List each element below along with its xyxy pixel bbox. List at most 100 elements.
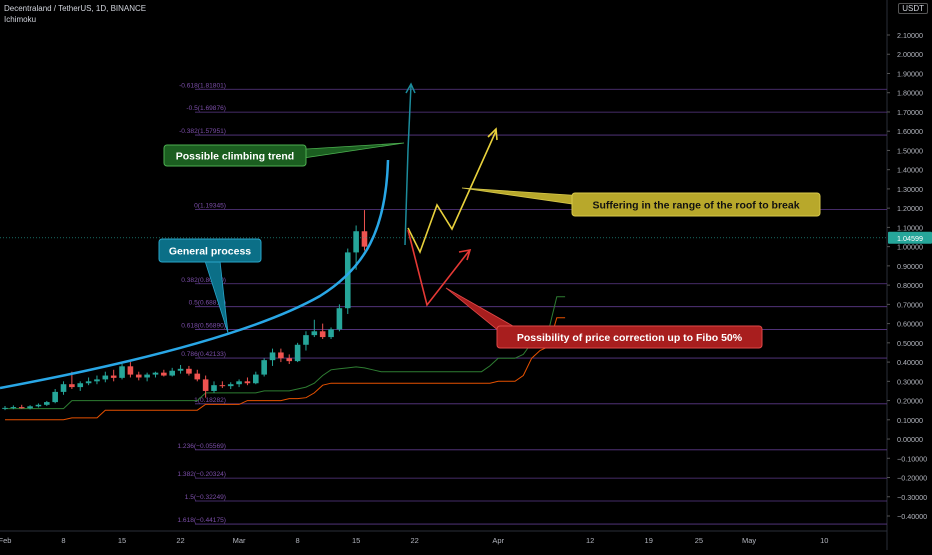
- candle-body: [10, 407, 17, 409]
- price-tick-label: 1.20000: [897, 204, 923, 213]
- candle-body: [328, 329, 334, 338]
- symbol-title: Decentraland / TetherUS, 1D, BINANCE: [4, 4, 147, 13]
- price-tick-label: −0.20000: [897, 474, 927, 483]
- price-tick-label: 1.00000: [897, 243, 923, 252]
- fib-level-label: 0.5(0.68815): [189, 300, 226, 307]
- candle-body: [18, 407, 25, 409]
- candle-body: [169, 370, 175, 376]
- price-tick-label: 0.00000: [897, 435, 923, 444]
- candle-body: [177, 368, 184, 371]
- candle-body: [336, 308, 343, 330]
- time-tick-label: Mar: [233, 536, 246, 545]
- time-tick-label: May: [742, 536, 756, 545]
- candle-body: [294, 344, 301, 362]
- general-process-curve: [0, 159, 390, 390]
- fib-level-label: 0.382(0.80740): [181, 277, 226, 284]
- fib-level-label: 1.382(−0.20324): [177, 471, 226, 478]
- candle-body: [194, 373, 201, 380]
- price-tick-label: 1.10000: [897, 223, 923, 232]
- fib-level-label: 1.236(−0.05569): [177, 443, 226, 450]
- fib-level-label: 0(1.19345): [194, 203, 226, 210]
- time-tick-label: 19: [645, 536, 653, 545]
- candle-body: [69, 384, 75, 388]
- fib-level-label: 0.786(0.42133): [181, 351, 226, 358]
- price-axis-panel: [887, 0, 932, 550]
- candle-body: [303, 335, 309, 345]
- candle-body: [269, 352, 276, 361]
- price-tick-label: 0.20000: [897, 397, 923, 406]
- annotation-roof-range-text: Suffering in the range of the roof to br…: [592, 200, 799, 212]
- price-tick-label: 0.90000: [897, 262, 923, 271]
- candle-body: [44, 402, 50, 405]
- correction-arrow-head: [458, 248, 472, 261]
- time-tick-label: 22: [176, 536, 184, 545]
- indicator-label[interactable]: Ichimoku: [4, 15, 37, 24]
- ichimoku-span-a: [5, 296, 566, 410]
- price-tick-label: −0.40000: [897, 512, 927, 521]
- candle-body: [319, 331, 326, 338]
- annotation-general-process-text: General process: [169, 246, 251, 258]
- candle-body: [286, 358, 293, 362]
- annotation-general-process-box: [158, 238, 262, 263]
- climbing-arrow-head: [405, 82, 416, 94]
- candle-body: [311, 331, 318, 336]
- time-tick-label: 8: [296, 536, 300, 545]
- candle-body: [127, 366, 134, 375]
- candle-body: [186, 368, 192, 374]
- price-tick-label: 0.10000: [897, 416, 923, 425]
- candle-body: [161, 372, 167, 376]
- candle-body: [135, 374, 142, 378]
- candle-body: [27, 406, 33, 409]
- price-tick-label: 0.80000: [897, 281, 923, 290]
- price-tick-label: 1.70000: [897, 108, 923, 117]
- candle-body: [261, 360, 267, 375]
- candle-body: [353, 231, 359, 253]
- candle-body: [219, 385, 226, 387]
- candle-body: [211, 385, 217, 391]
- candle-body: [110, 375, 117, 378]
- time-tick-label: Apr: [492, 536, 504, 545]
- time-tick-label: 12: [586, 536, 594, 545]
- fib-level-label: 1.5(−0.32249): [185, 494, 226, 501]
- fib-level-label: 1(0.18282): [194, 397, 226, 404]
- candle-body: [236, 381, 242, 385]
- correction-path: [407, 229, 470, 307]
- candle-body: [202, 379, 209, 391]
- candle-body: [244, 381, 251, 384]
- price-tick-label: 0.30000: [897, 377, 923, 386]
- price-tick-label: 1.90000: [897, 69, 923, 78]
- price-tick-label: 0.60000: [897, 320, 923, 329]
- candle-body: [361, 231, 368, 247]
- candle-body: [278, 352, 284, 359]
- annotation-climbing-trend-text: Possible climbing trend: [176, 151, 294, 163]
- annotation-climbing-trend-box: [163, 144, 307, 167]
- fib-level-label: 0.618(0.56890): [181, 323, 226, 330]
- candle-body: [2, 407, 8, 409]
- candle-body: [344, 252, 351, 309]
- time-tick-label: 15: [352, 536, 360, 545]
- time-tick-label: Feb: [0, 536, 11, 545]
- candle-body: [227, 384, 234, 387]
- annotation-roof-range-box: [571, 192, 821, 217]
- price-tick-label: 2.10000: [897, 31, 923, 40]
- price-tick-label: 0.70000: [897, 300, 923, 309]
- price-tick-label: 0.40000: [897, 358, 923, 367]
- candle-body: [102, 375, 109, 380]
- annotation-fibo-correction-box: [496, 325, 763, 349]
- time-tick-label: 22: [410, 536, 418, 545]
- candles-group: [2, 210, 368, 411]
- price-tick-label: 1.50000: [897, 146, 923, 155]
- time-tick-label: 25: [695, 536, 703, 545]
- candle-body: [77, 383, 84, 388]
- price-tick-label: 1.80000: [897, 89, 923, 98]
- currency-button[interactable]: USDT: [898, 3, 928, 14]
- roof-arrow-head: [487, 127, 498, 141]
- price-tick-label: 2.00000: [897, 50, 923, 59]
- annotation-climbing-trend-pointer: [289, 142, 405, 161]
- last-price-label: 1.04599: [897, 234, 923, 243]
- candle-body: [35, 404, 42, 407]
- price-tick-label: −0.10000: [897, 454, 927, 463]
- fib-level-label: -0.382(1.57951): [179, 128, 226, 135]
